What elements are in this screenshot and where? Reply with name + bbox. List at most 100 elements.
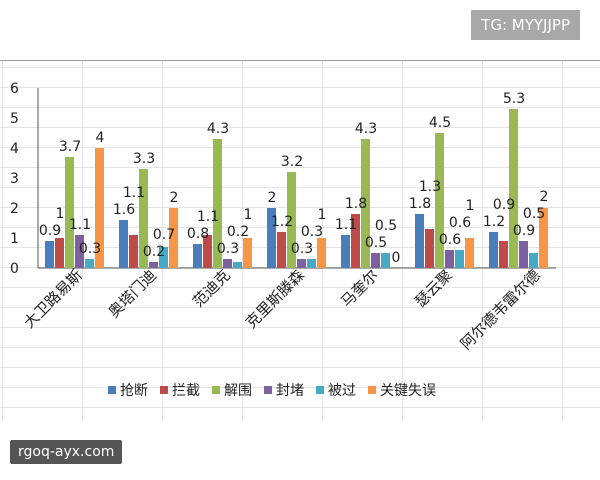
legend-swatch xyxy=(212,386,220,394)
bar-解围 xyxy=(509,109,518,268)
data-label: 0.5 xyxy=(523,206,545,222)
data-label: 1.1 xyxy=(69,217,91,233)
legend-label: 拦截 xyxy=(172,383,200,399)
data-label: 1.2 xyxy=(271,214,293,230)
y-tick-label: 3 xyxy=(10,171,19,187)
data-label: 0.3 xyxy=(291,241,313,257)
data-label: 3.7 xyxy=(59,139,81,155)
bar-拦截 xyxy=(129,235,138,268)
y-tick-label: 6 xyxy=(10,81,19,97)
bar-拦截 xyxy=(203,235,212,268)
data-label: 2 xyxy=(170,190,179,206)
data-label: 1 xyxy=(56,206,65,222)
data-label: 1.3 xyxy=(419,179,441,195)
data-label: 0 xyxy=(392,250,401,266)
data-label: 5.3 xyxy=(503,91,525,107)
legend-label: 封堵 xyxy=(276,383,304,399)
data-label: 4.3 xyxy=(207,121,229,137)
data-label: 0.9 xyxy=(39,223,61,239)
x-tick-label: 范迪克 xyxy=(189,266,234,311)
data-label: 3.2 xyxy=(281,154,303,170)
bar-解围 xyxy=(287,172,296,268)
data-label: 1 xyxy=(466,198,475,214)
data-label: 0.9 xyxy=(493,197,515,213)
bar-关键失误 xyxy=(95,148,104,268)
bar-拦截 xyxy=(499,241,508,268)
watermark-top: TG: MYYJJPP xyxy=(471,10,580,40)
legend-swatch xyxy=(316,386,324,394)
data-label: 0.9 xyxy=(513,223,535,239)
data-label: 0.6 xyxy=(449,215,471,231)
bar-被过 xyxy=(307,259,316,268)
data-label: 1.2 xyxy=(483,214,505,230)
bar-关键失误 xyxy=(539,208,548,268)
legend-label: 被过 xyxy=(328,383,356,399)
data-label: 0.3 xyxy=(217,241,239,257)
legend-swatch xyxy=(108,386,116,394)
bar-被过 xyxy=(529,253,538,268)
legend-swatch xyxy=(264,386,272,394)
legend-swatch xyxy=(160,386,168,394)
data-label: 0.8 xyxy=(187,226,209,242)
y-tick-label: 1 xyxy=(10,231,19,247)
data-label: 1.6 xyxy=(113,202,135,218)
y-tick-label: 5 xyxy=(10,111,19,127)
bar-封堵 xyxy=(223,259,232,268)
x-tick-label: 大卫路易斯 xyxy=(20,266,86,332)
data-label: 0.2 xyxy=(143,244,165,260)
y-tick-label: 0 xyxy=(10,261,19,277)
bar-拦截 xyxy=(425,229,434,268)
data-label: 3.3 xyxy=(133,151,155,167)
data-label: 4.3 xyxy=(355,121,377,137)
data-label: 1.1 xyxy=(197,209,219,225)
bar-关键失误 xyxy=(317,238,326,268)
bar-抢断 xyxy=(267,208,276,268)
data-label: 1.1 xyxy=(123,185,145,201)
bar-封堵 xyxy=(371,253,380,268)
watermark-bottom: rgoq-ayx.com xyxy=(10,440,123,464)
data-label: 1.8 xyxy=(345,196,367,212)
data-label: 2 xyxy=(540,189,549,205)
y-tick-label: 2 xyxy=(10,201,19,217)
data-label: 0.7 xyxy=(153,227,175,243)
x-tick-label: 马奎尔 xyxy=(337,266,382,311)
data-label: 0.5 xyxy=(365,235,387,251)
data-label: 0.3 xyxy=(79,241,101,257)
x-tick-label: 克里斯滕森 xyxy=(242,266,308,332)
legend-label: 抢断 xyxy=(120,382,148,399)
data-label: 4 xyxy=(96,130,105,146)
bar-抢断 xyxy=(489,232,498,268)
data-label: 2 xyxy=(268,190,277,206)
bar-抢断 xyxy=(119,220,128,268)
x-tick-label: 阿尔德韦雷尔德 xyxy=(457,266,544,353)
bar-解围 xyxy=(213,139,222,268)
bar-被过 xyxy=(455,250,464,268)
data-label: 0.2 xyxy=(227,224,249,240)
bar-关键失误 xyxy=(243,238,252,268)
bar-封堵 xyxy=(445,250,454,268)
data-label: 1 xyxy=(244,207,253,223)
bar-封堵 xyxy=(75,235,84,268)
bar-被过 xyxy=(233,262,242,268)
legend-label: 解围 xyxy=(224,383,252,399)
legend-label: 关键失误 xyxy=(380,383,436,399)
bar-抢断 xyxy=(45,241,54,268)
bar-拦截 xyxy=(351,214,360,268)
data-label: 1.8 xyxy=(409,196,431,212)
data-label: 0.3 xyxy=(301,224,323,240)
bar-拦截 xyxy=(55,238,64,268)
data-label: 0.6 xyxy=(439,232,461,248)
bar-解围 xyxy=(65,157,74,268)
bar-关键失误 xyxy=(169,208,178,268)
data-label: 0.5 xyxy=(375,218,397,234)
bar-拦截 xyxy=(277,232,286,268)
bar-解围 xyxy=(361,139,370,268)
x-tick-label: 瑟云聚 xyxy=(411,266,456,311)
data-label: 1 xyxy=(318,207,327,223)
bar-关键失误 xyxy=(465,238,474,268)
bar-解围 xyxy=(435,133,444,268)
bar-被过 xyxy=(381,253,390,268)
bar-解围 xyxy=(139,169,148,268)
bar-封堵 xyxy=(519,241,528,268)
